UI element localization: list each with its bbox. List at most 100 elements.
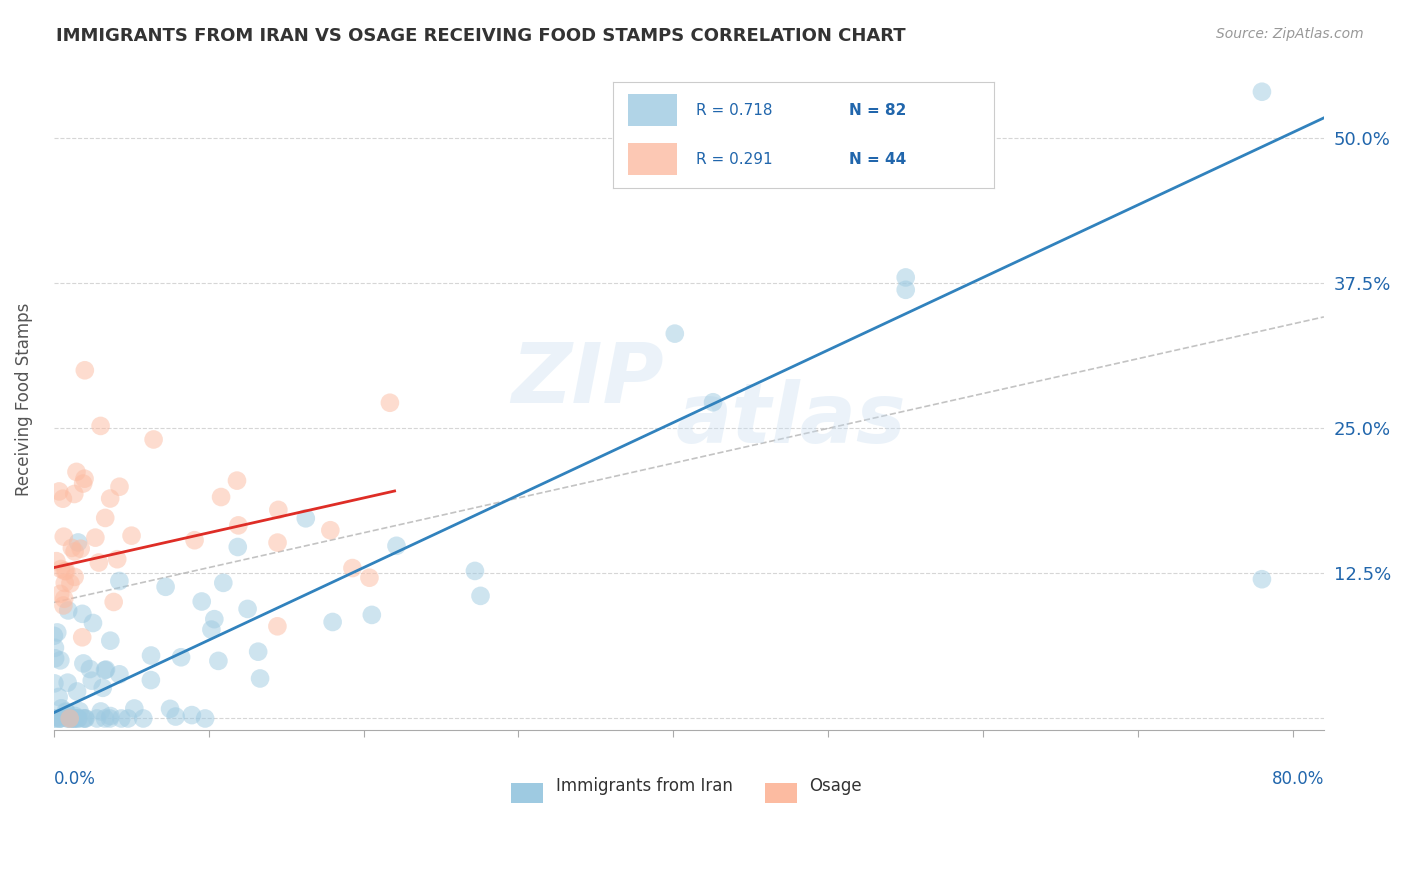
Text: Immigrants from Iran: Immigrants from Iran [555,777,733,796]
Y-axis label: Receiving Food Stamps: Receiving Food Stamps [15,302,32,496]
Point [48,484,70,499]
Text: Source: ZipAtlas.com: Source: ZipAtlas.com [1216,27,1364,41]
Point [59,576,82,591]
Point [464,564,486,578]
Point [63,709,86,723]
Point [63,487,86,501]
Point [51,701,73,715]
Point [44,651,66,665]
Point [322,615,344,629]
Point [236,602,259,616]
Point [84,531,107,545]
Point [53,575,76,590]
Point [155,580,177,594]
Point [67,711,90,725]
Text: ZIP: ZIP [510,339,664,420]
Point [385,539,408,553]
Point [63,570,86,584]
Point [82,615,104,630]
Point [108,574,131,588]
Point [42,629,65,643]
Point [139,673,162,687]
Point [67,535,90,549]
Point [110,711,132,725]
Point [98,491,121,506]
Point [319,523,342,537]
Point [209,490,232,504]
Text: IMMIGRANTS FROM IRAN VS OSAGE RECEIVING FOOD STAMPS CORRELATION CHART: IMMIGRANTS FROM IRAN VS OSAGE RECEIVING … [56,27,905,45]
Point [170,650,193,665]
Point [69,541,91,556]
Point [142,433,165,447]
Point [190,594,212,608]
Point [60,711,83,725]
Point [359,571,381,585]
Point [249,672,271,686]
Point [55,705,77,719]
Point [87,556,110,570]
Point [52,530,75,544]
Point [73,363,96,377]
Point [48,711,70,725]
Point [98,633,121,648]
Point [90,705,112,719]
Point [44,711,66,725]
Point [124,701,146,715]
Text: Osage: Osage [810,777,862,796]
Point [105,552,128,566]
Point [44,640,66,655]
Point [56,675,79,690]
Point [44,711,66,725]
Point [46,625,69,640]
Point [108,667,131,681]
Point [94,711,117,725]
Point [69,704,91,718]
Point [180,708,202,723]
Point [44,676,66,690]
Point [194,711,217,725]
Point [60,541,83,555]
Point [53,591,76,606]
Point [139,648,162,663]
Point [226,540,249,554]
Point [212,575,235,590]
Point [80,673,103,688]
Text: 0.0%: 0.0% [53,770,96,788]
Point [294,511,316,525]
Point [103,595,125,609]
Point [49,562,72,576]
Point [1251,85,1274,99]
Point [62,711,84,725]
Point [132,711,155,725]
Point [266,619,288,633]
Point [63,544,86,558]
Point [202,612,225,626]
Point [49,653,72,667]
Point [75,711,97,725]
Text: 80.0%: 80.0% [1271,770,1324,788]
Point [200,623,222,637]
Point [55,705,77,719]
Point [664,326,686,341]
Point [228,518,250,533]
Point [121,529,143,543]
Point [66,684,89,698]
Point [72,607,94,621]
Point [79,662,101,676]
Point [247,645,270,659]
Point [267,503,290,517]
Point [72,657,94,671]
Point [378,396,401,410]
Point [226,474,249,488]
Point [52,599,75,613]
Point [94,663,117,677]
Point [63,711,86,725]
Point [70,630,93,644]
Point [48,690,70,704]
Point [49,711,72,725]
Point [52,491,75,506]
Point [98,711,121,725]
Point [117,711,139,725]
Point [90,418,112,433]
Point [48,711,70,725]
